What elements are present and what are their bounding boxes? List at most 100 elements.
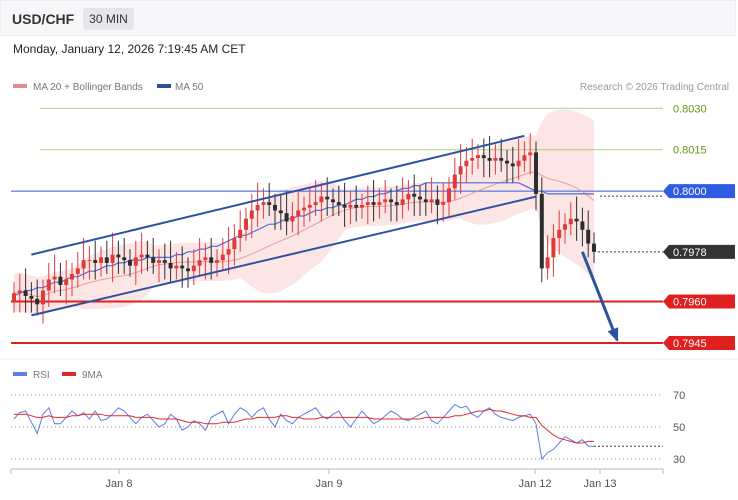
candle-body — [348, 204, 353, 208]
x-axis-ticks: Jan 8 Jan 9 Jan 12 Jan 13 — [10, 469, 664, 490]
candle — [162, 243, 167, 280]
candle-body — [290, 215, 295, 222]
rsi-tick-label: 50 — [673, 422, 685, 434]
candle-body — [505, 160, 509, 164]
rsi-ma-line — [14, 408, 594, 444]
candle-body — [476, 155, 480, 158]
candle-body — [406, 193, 411, 200]
candle — [197, 238, 202, 277]
candle-body — [278, 210, 283, 214]
candle-body — [383, 199, 388, 203]
x-tick-label: Jan 12 — [518, 478, 551, 490]
candle — [220, 238, 225, 272]
candle-body — [273, 204, 277, 211]
channel-lower-line — [31, 195, 537, 317]
candle-body — [452, 174, 457, 189]
candle — [29, 282, 34, 313]
candle — [23, 268, 28, 313]
candle-body — [226, 249, 231, 255]
candle — [580, 207, 585, 247]
candle-body — [342, 204, 347, 208]
candle — [354, 185, 359, 222]
ma50-legend-swatch — [157, 84, 171, 88]
candle — [58, 262, 63, 297]
candle-body — [209, 257, 214, 263]
candle — [41, 279, 45, 324]
candle — [232, 224, 237, 266]
candle-body — [58, 276, 63, 285]
candle-body — [313, 202, 318, 205]
candle — [371, 180, 376, 222]
candle — [545, 235, 550, 280]
candle — [133, 240, 138, 285]
candle — [418, 185, 422, 216]
candle — [435, 185, 440, 225]
candle-body — [481, 155, 486, 158]
candle-body — [93, 260, 98, 263]
candle-body — [122, 257, 127, 261]
candle-body — [116, 254, 121, 258]
rsi-ma-legend-swatch — [62, 372, 76, 376]
candle — [470, 138, 475, 175]
candle-body — [551, 238, 556, 258]
pivot-tag-label: 0.8000 — [673, 186, 707, 198]
candle — [412, 174, 417, 216]
ma20-line — [13, 171, 595, 298]
candle-body — [429, 199, 434, 203]
candle-body — [557, 229, 562, 239]
candle — [104, 240, 109, 274]
candle-body — [325, 196, 330, 200]
rsi-tick-label: 30 — [673, 454, 685, 466]
candle — [476, 144, 480, 170]
candle — [267, 182, 272, 216]
candle — [12, 282, 16, 313]
candle-body — [586, 229, 591, 244]
candle-body — [377, 202, 382, 205]
support-tag-box — [663, 335, 735, 350]
candle-body — [267, 202, 272, 205]
candle-body — [23, 290, 28, 297]
candle-body — [145, 254, 150, 258]
candle-body — [249, 210, 254, 219]
candle-body — [99, 257, 103, 263]
candle-body — [238, 229, 243, 239]
candle — [365, 185, 370, 225]
candle-body — [157, 260, 161, 263]
candle — [406, 180, 411, 211]
candle-body — [487, 157, 492, 161]
support-tag-label: 0.7945 — [673, 338, 707, 350]
candle-body — [418, 196, 422, 200]
candle — [128, 249, 132, 277]
candle-body — [151, 257, 156, 263]
timeframe-button[interactable]: 30 MIN — [83, 8, 134, 30]
candle — [238, 210, 243, 252]
candle-body — [244, 218, 248, 230]
candle-body — [128, 260, 132, 266]
candle-body — [522, 155, 527, 161]
trend-channel — [31, 134, 537, 317]
candle-body — [423, 199, 428, 203]
candle — [52, 254, 57, 294]
candle — [348, 191, 353, 225]
candle — [93, 240, 98, 280]
candle — [557, 210, 562, 255]
candle — [441, 182, 446, 222]
resistance-tag: 0.8030 — [673, 103, 707, 115]
current-tag-box — [663, 244, 735, 259]
candle-body — [563, 224, 567, 230]
candle-body — [17, 290, 22, 294]
candle-body — [354, 204, 359, 208]
candle-body — [174, 265, 179, 269]
candle-body — [534, 152, 538, 194]
rsi-tick-label: 70 — [673, 390, 685, 402]
candle — [191, 249, 196, 285]
candle — [157, 249, 161, 283]
candle — [516, 138, 521, 181]
candle — [110, 232, 115, 283]
candle-body — [162, 260, 167, 263]
candle — [510, 146, 515, 183]
candle — [99, 246, 103, 277]
current-tag-label: 0.7978 — [673, 247, 707, 259]
candle — [452, 157, 457, 200]
